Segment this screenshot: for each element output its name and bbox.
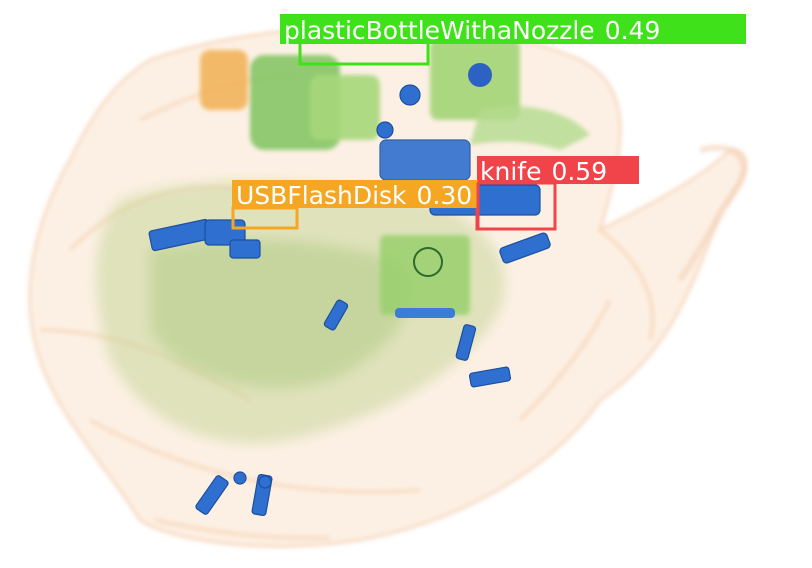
detection-label-bg <box>477 156 639 184</box>
detection-score: 0.59 <box>551 157 607 186</box>
detection-class-name: USBFlashDisk <box>236 181 407 210</box>
detection-label-text: knife 0.59 <box>480 157 607 186</box>
detection-usb-flash-disk: USBFlashDisk 0.30 <box>231 180 555 230</box>
detection-score: 0.49 <box>605 16 661 45</box>
detection-label-text: plasticBottleWithaNozzle 0.49 <box>284 16 660 45</box>
detection-label-text: USBFlashDisk 0.30 <box>236 181 472 210</box>
bag-contents <box>96 40 590 444</box>
detection-plastic-bottle: plasticBottleWithaNozzle 0.49 <box>280 14 746 66</box>
detection-class-name: plasticBottleWithaNozzle <box>284 16 595 45</box>
detection-label-bg <box>280 14 746 44</box>
detection-class-name: knife <box>480 157 541 186</box>
detection-score: 0.30 <box>417 181 473 210</box>
detection-label-bg <box>232 180 478 208</box>
